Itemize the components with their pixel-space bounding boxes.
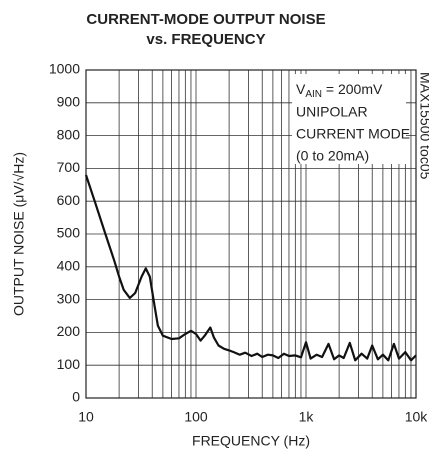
x-axis-label: FREQUENCY (Hz) bbox=[192, 433, 310, 449]
y-tick-label: 1000 bbox=[49, 61, 80, 77]
y-axis-label: OUTPUT NOISE (μV/√Hz) bbox=[11, 152, 27, 316]
annotation-symbol: V bbox=[296, 81, 306, 97]
annotation-text: = 200mV bbox=[322, 81, 383, 97]
annotation: CURRENT MODE bbox=[296, 126, 410, 142]
y-tick-label: 800 bbox=[57, 126, 81, 142]
annotation: VAIN = 200mV bbox=[296, 81, 383, 100]
x-tick-label: 10 bbox=[78, 409, 94, 425]
annotation: (0 to 20mA) bbox=[296, 148, 369, 164]
x-tick-label: 1k bbox=[299, 409, 315, 425]
y-tick-label: 900 bbox=[57, 94, 81, 110]
y-tick-label: 300 bbox=[57, 290, 81, 306]
annotation-box bbox=[292, 74, 406, 164]
x-tick-label: 10k bbox=[405, 409, 429, 425]
y-tick-label: 400 bbox=[57, 258, 81, 274]
annotation: UNIPOLAR bbox=[296, 104, 368, 120]
data-line bbox=[84, 174, 417, 362]
side-note: MAX15500 toc05 bbox=[417, 72, 429, 180]
y-tick-label: 100 bbox=[57, 356, 81, 372]
y-tick-label: 500 bbox=[57, 225, 81, 241]
plot-frame bbox=[85, 69, 417, 399]
chart-title: CURRENT-MODE OUTPUT NOISE bbox=[86, 11, 325, 28]
y-tick-label: 600 bbox=[57, 192, 81, 208]
chart-title: vs. FREQUENCY bbox=[146, 31, 265, 48]
annotation-subscript: AIN bbox=[305, 89, 322, 100]
y-tick-label: 0 bbox=[72, 389, 80, 405]
y-tick-label: 200 bbox=[57, 323, 81, 339]
y-tick-label: 700 bbox=[57, 159, 81, 175]
x-tick-label: 100 bbox=[184, 409, 208, 425]
